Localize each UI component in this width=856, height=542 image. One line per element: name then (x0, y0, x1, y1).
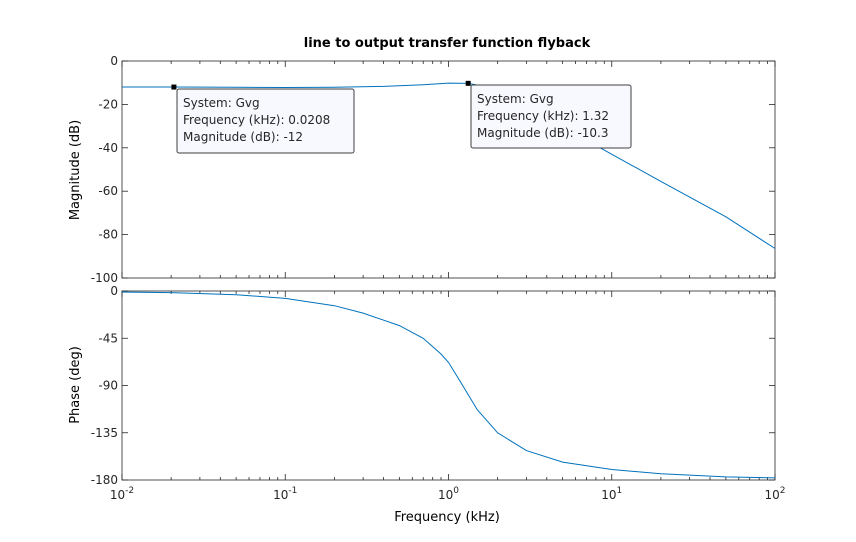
datatip[interactable]: System: Gvg Frequency (kHz): 1.32 Magnitud… (465, 80, 632, 149)
magnitude-y-tick-label: -100 (91, 271, 118, 285)
datatip-line: Frequency (kHz): 1.32 (477, 109, 609, 123)
datatip-line: System: Gvg (183, 96, 260, 110)
x-tick-label: 10-1 (273, 486, 297, 502)
x-axis-label: Frequency (kHz) (394, 510, 500, 525)
x-tick-label: 10-2 (110, 486, 134, 502)
x-tick-label: 100 (438, 486, 459, 502)
datatip-marker[interactable] (171, 84, 177, 90)
datatip-line: System: Gvg (477, 92, 554, 106)
phase-y-tick-label: -45 (98, 331, 118, 345)
magnitude-y-tick-label: 0 (110, 54, 118, 68)
magnitude-y-tick-label: -80 (98, 228, 118, 242)
datatip-line: Magnitude (dB): -10.3 (477, 126, 609, 140)
x-tick-label: 102 (764, 486, 785, 502)
phase-y-label: Phase (deg) (68, 346, 83, 424)
datatip-box[interactable] (470, 84, 632, 149)
datatip-marker[interactable] (465, 80, 471, 86)
datatip[interactable]: System: Gvg Frequency (kHz): 0.0208 Magnit… (171, 84, 355, 154)
datatips[interactable]: System: Gvg Frequency (kHz): 0.0208 Magnit… (171, 80, 632, 154)
phase-y-tick-label: 0 (110, 284, 118, 298)
phase-plot-area[interactable] (121, 290, 776, 481)
chart-title: line to output transfer function flyback (304, 36, 591, 51)
datatip-line: Frequency (kHz): 0.0208 (183, 113, 330, 127)
phase-series-line[interactable] (121, 291, 776, 479)
x-tick-label: 101 (601, 486, 622, 502)
datatip-box[interactable] (176, 88, 355, 154)
phase-y-tick-label: -90 (98, 379, 118, 393)
phase-y-tick-label: -180 (91, 473, 118, 487)
datatip-line: Magnitude (dB): -12 (183, 130, 303, 144)
magnitude-y-tick-label: -40 (98, 141, 118, 155)
magnitude-y-label: Magnitude (dB) (68, 120, 83, 220)
magnitude-y-tick-label: -60 (98, 184, 118, 198)
phase-y-tick-label: -135 (91, 426, 118, 440)
magnitude-y-tick-label: -20 (98, 97, 118, 111)
